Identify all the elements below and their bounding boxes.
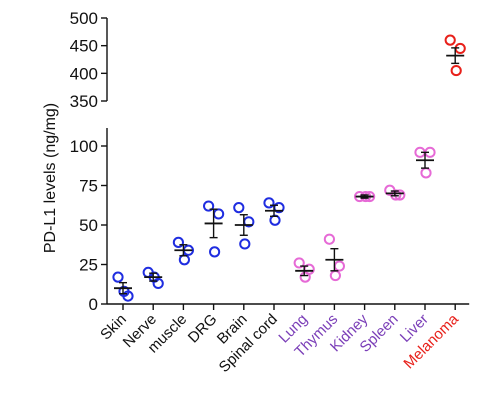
data-point [293,257,305,269]
y-tick-label: 100 [70,137,98,156]
data-point [269,214,281,226]
data-point [323,233,335,245]
axes-group [101,17,470,310]
tick-labels-group: 0 25 50 75 100 350 400 450 500 [70,9,98,314]
data-point [239,238,251,250]
data-point [420,167,432,179]
data-point [444,34,456,46]
data-point [118,285,130,297]
y-axis-label: PD-L1 levels (ng/mg) [42,103,59,253]
data-point [450,64,462,77]
data-point [209,246,221,258]
data-marks-group [112,34,466,302]
data-point [333,260,345,272]
y-tick-label: 500 [70,9,98,28]
y-tick-label: 25 [79,256,98,275]
data-point [329,269,341,282]
data-point [172,236,184,248]
data-point [213,208,225,220]
y-tick-label: 50 [79,216,98,235]
y-tick-label: 450 [70,37,98,56]
y-tick-label: 350 [70,92,98,111]
data-point [263,197,275,209]
data-point [178,254,190,266]
data-point [203,200,215,212]
data-point [112,271,124,283]
y-tick-label: 0 [89,295,98,314]
category-label: DRG [185,311,221,347]
data-point [299,271,311,283]
y-tick-label: 400 [70,64,98,83]
data-point [233,202,245,214]
y-tick-label: 75 [79,177,98,196]
